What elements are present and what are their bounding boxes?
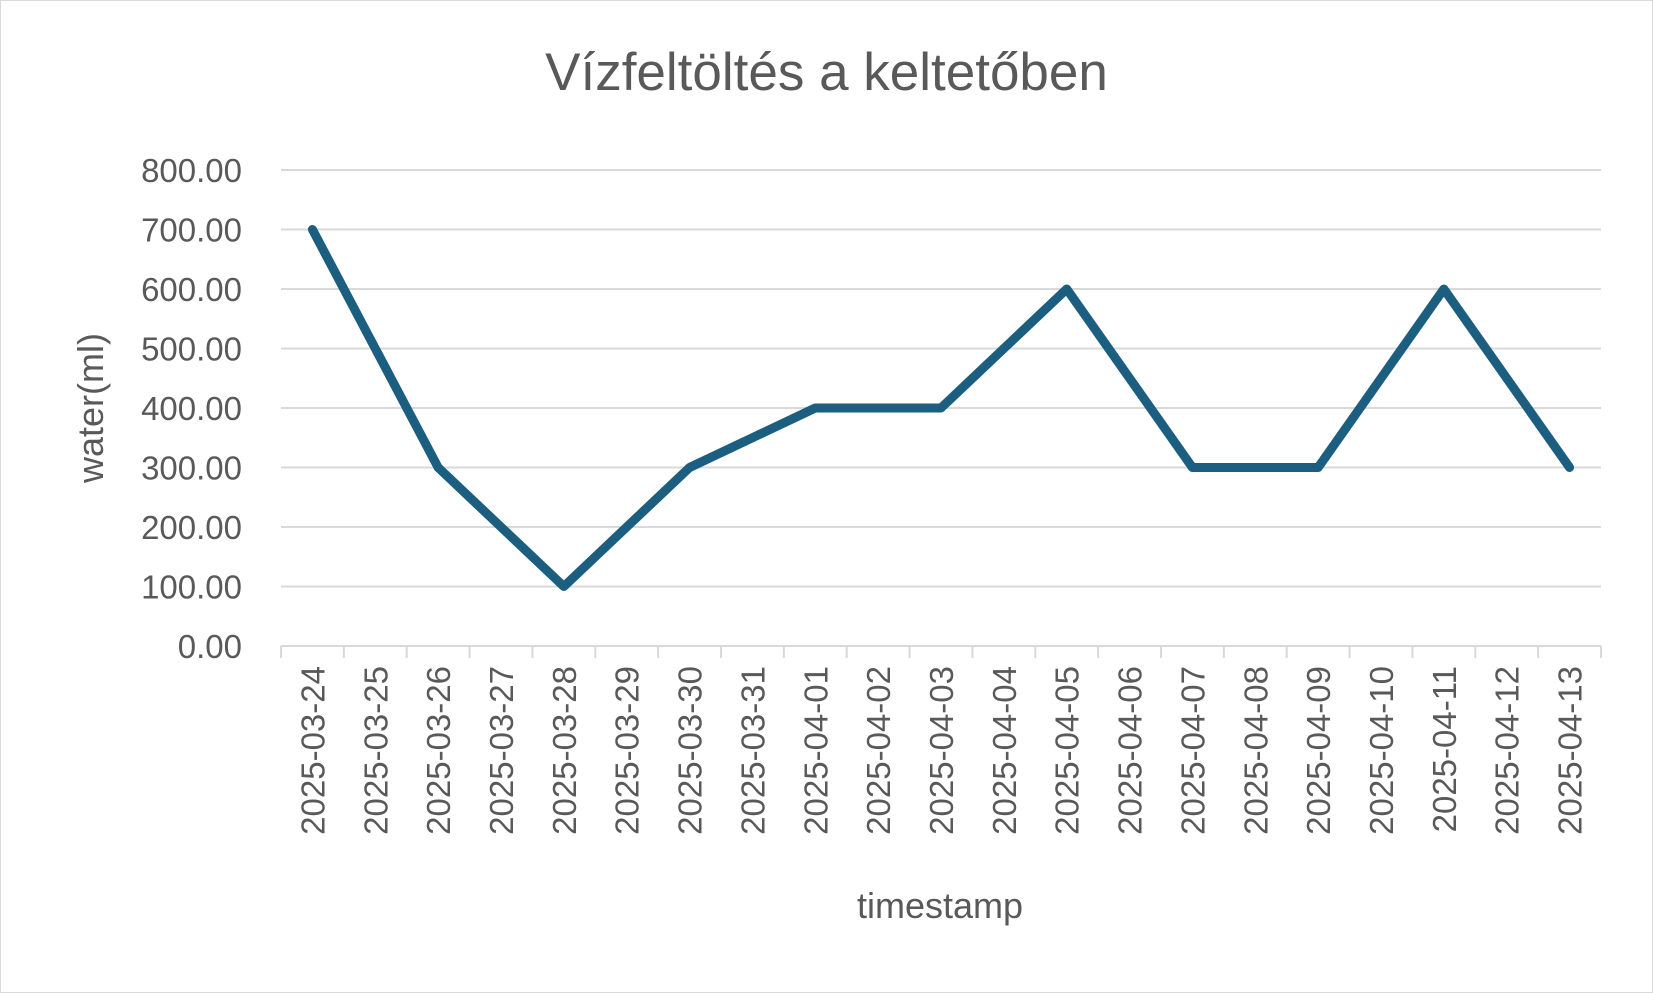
x-tick-label: 2025-03-25: [357, 666, 394, 835]
series-layer: [307, 225, 1575, 591]
x-tick-label: 2025-04-02: [860, 666, 897, 835]
x-tick-label: 2025-04-07: [1174, 666, 1211, 835]
x-axis-ticks: [280, 646, 1602, 658]
x-tick-label: 2025-04-01: [797, 666, 834, 835]
y-tick-label: 0.00: [178, 628, 242, 665]
y-axis-tick-labels: 0.00 100.00 200.00 300.00 400.00 500.00 600.00…: [141, 152, 242, 665]
y-tick-label: 400.00: [141, 390, 242, 427]
y-tick-label: 600.00: [141, 271, 242, 308]
gridlines: [281, 169, 1601, 588]
y-axis-title: water(ml): [70, 333, 111, 484]
x-tick-label: 2025-04-06: [1112, 666, 1149, 835]
x-tick-label: 2025-04-13: [1552, 666, 1589, 835]
data-point: [437, 466, 440, 469]
y-tick-label: 200.00: [141, 509, 242, 546]
x-tick-label: 2025-03-28: [546, 666, 583, 835]
x-tick-label: 2025-04-05: [1049, 666, 1086, 835]
x-tick-label: 2025-03-31: [734, 666, 771, 835]
x-tick-label: 2025-04-04: [986, 666, 1023, 835]
x-tick-label: 2025-03-30: [672, 666, 709, 835]
x-tick-label: 2025-04-10: [1363, 666, 1400, 835]
x-tick-label: 2025-04-12: [1489, 666, 1526, 835]
x-tick-label: 2025-04-08: [1237, 666, 1274, 835]
data-point: [940, 407, 942, 409]
x-tick-label: 2025-04-03: [923, 666, 960, 835]
x-tick-label: 2025-03-29: [609, 666, 646, 835]
y-tick-label: 300.00: [141, 450, 242, 487]
data-point: [1065, 288, 1068, 290]
y-tick-label: 100.00: [141, 569, 242, 606]
x-axis-title: timestamp: [857, 885, 1023, 926]
y-tick-label: 700.00: [141, 212, 242, 249]
x-tick-label: 2025-03-27: [483, 666, 520, 835]
y-tick-label: 800.00: [141, 152, 242, 189]
data-point: [814, 407, 817, 409]
x-tick-label: 2025-04-09: [1300, 666, 1337, 835]
x-axis-tick-labels: 2025-03-24 2025-03-25 2025-03-26 2025-03-27…: [294, 666, 1588, 835]
x-tick-label: 2025-04-11: [1426, 666, 1463, 832]
data-point: [1442, 288, 1445, 290]
chart-title: Vízfeltöltés a keltetőben: [545, 43, 1108, 102]
data-point: [311, 228, 314, 231]
data-point: [688, 466, 691, 469]
y-tick-label: 500.00: [141, 331, 242, 368]
data-point: [1191, 466, 1194, 469]
data-point: [1568, 466, 1571, 469]
data-point: [1317, 466, 1320, 469]
x-tick-label: 2025-03-26: [420, 666, 457, 835]
data-point: [562, 585, 565, 588]
x-tick-label: 2025-03-24: [294, 666, 331, 835]
